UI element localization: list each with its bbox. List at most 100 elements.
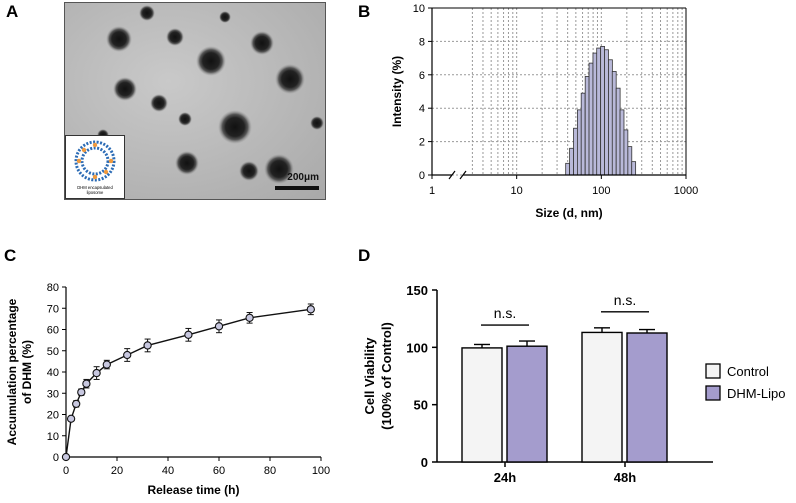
c-data-point (61, 452, 71, 462)
drug-dot (103, 169, 109, 175)
b-bar (576, 109, 582, 176)
scale-bar-label: 200μm (287, 172, 319, 183)
b-bar (608, 59, 613, 176)
c-data-point (66, 414, 76, 423)
liposome-schematic-inset: DHM encapsulated liposome (65, 135, 125, 199)
c-x-tick-label: 0 (63, 465, 69, 477)
c-data-point (82, 379, 91, 388)
d-y-tick-label: 0 (421, 455, 428, 470)
c-data-point (102, 360, 111, 369)
b-y-tick-label: 8 (419, 36, 425, 48)
d-y-tick-label: 50 (414, 398, 428, 413)
d-bar-dhm-lipo (626, 332, 668, 463)
c-data-point (184, 330, 193, 339)
vesicle-particle (166, 28, 184, 46)
b-bar (611, 71, 617, 176)
d-x-tick-label: 48h (614, 470, 636, 485)
drug-dot (108, 158, 114, 164)
b-bar (604, 49, 609, 176)
d-bar-dhm-lipo (506, 345, 548, 463)
d-legend-swatch (705, 363, 721, 379)
b-bar (619, 109, 625, 176)
c-x-tick-label: 20 (111, 465, 123, 477)
c-x-tick-label: 80 (264, 465, 276, 477)
c-y-tick-label: 30 (47, 388, 59, 400)
inner-bilayer (80, 146, 110, 176)
panel-letter-c: C (4, 246, 17, 265)
c-y-tick-label: 0 (53, 452, 59, 464)
b-bar (600, 46, 605, 176)
c-data-point (245, 313, 254, 322)
c-y-axis-label-2: of DHM (%) (20, 340, 34, 404)
d-y-axis-label-2: (100% of Control) (379, 322, 394, 430)
d-significance-label: n.s. (494, 305, 517, 321)
b-bar (580, 92, 586, 176)
c-data-point (92, 368, 101, 378)
c-y-tick-label: 10 (47, 431, 59, 443)
b-y-tick-label: 2 (419, 137, 425, 149)
drug-dot (92, 174, 98, 180)
c-data-point (143, 341, 152, 350)
b-bar (615, 87, 621, 176)
b-x-tick-label: 1 (429, 185, 435, 197)
b-y-tick-label: 0 (419, 170, 425, 182)
c-x-tick-label: 60 (213, 465, 225, 477)
b-bar (627, 146, 633, 176)
b-y-tick-label: 10 (413, 3, 425, 15)
b-y-tick-label: 6 (419, 70, 425, 82)
b-y-tick-label: 4 (419, 103, 425, 115)
panel-letter-d: D (358, 246, 371, 265)
c-x-tick-label: 40 (162, 465, 174, 477)
b-bar (596, 47, 602, 176)
d-bar-control (461, 347, 503, 463)
vesicle-particle (175, 151, 199, 175)
b-bar (623, 129, 629, 176)
c-y-tick-label: 50 (47, 346, 59, 358)
b-bar (588, 62, 594, 176)
c-data-point (214, 322, 224, 331)
d-y-tick-label: 100 (406, 340, 428, 355)
tem-particles (97, 5, 324, 184)
vesicle-particle (250, 31, 274, 55)
c-y-tick-label: 70 (47, 303, 59, 315)
vesicle-particle (113, 77, 137, 101)
vesicle-particle (239, 161, 259, 181)
vesicle-particle (139, 5, 155, 21)
c-data-point (123, 350, 132, 360)
d-significance-label: n.s. (614, 292, 637, 308)
vesicle-particle (218, 110, 252, 144)
outer-bilayer (74, 140, 116, 182)
c-y-tick-label: 80 (47, 282, 59, 294)
b-bar (592, 52, 598, 176)
panel-letter-a: A (6, 2, 19, 21)
d-legend-swatch (705, 385, 721, 401)
b-y-axis-label: Intensity (%) (390, 56, 404, 127)
vesicle-particle (275, 64, 305, 94)
vesicle-particle (310, 116, 324, 130)
d-legend-label: Control (727, 364, 769, 379)
drug-dot (76, 158, 82, 164)
c-y-tick-label: 20 (47, 410, 59, 422)
b-x-tick-label: 1000 (674, 185, 698, 197)
d-bar-control (581, 331, 623, 463)
vesicle-particle (219, 11, 231, 23)
scale-bar (275, 186, 319, 190)
c-x-tick-label: 100 (312, 465, 330, 477)
c-data-point (72, 399, 81, 409)
b-bar (565, 162, 571, 176)
b-x-tick-label: 10 (511, 185, 523, 197)
b-bar (631, 161, 637, 176)
c-y-tick-label: 40 (47, 367, 59, 379)
inset-caption-2: liposome (87, 190, 104, 195)
vesicle-particle (264, 154, 294, 184)
b-x-axis-label: Size (d, nm) (535, 206, 602, 220)
c-y-axis-label-1: Accumulation percentage (5, 298, 19, 445)
b-axis-break (459, 170, 467, 180)
c-data-point (306, 305, 315, 314)
b-axis-break (448, 170, 456, 180)
drug-dot (92, 142, 98, 148)
vesicle-particle (178, 112, 192, 126)
d-x-tick-label: 24h (494, 470, 516, 485)
c-series-line (65, 308, 311, 458)
d-legend-label: DHM-Lipo (727, 386, 786, 401)
